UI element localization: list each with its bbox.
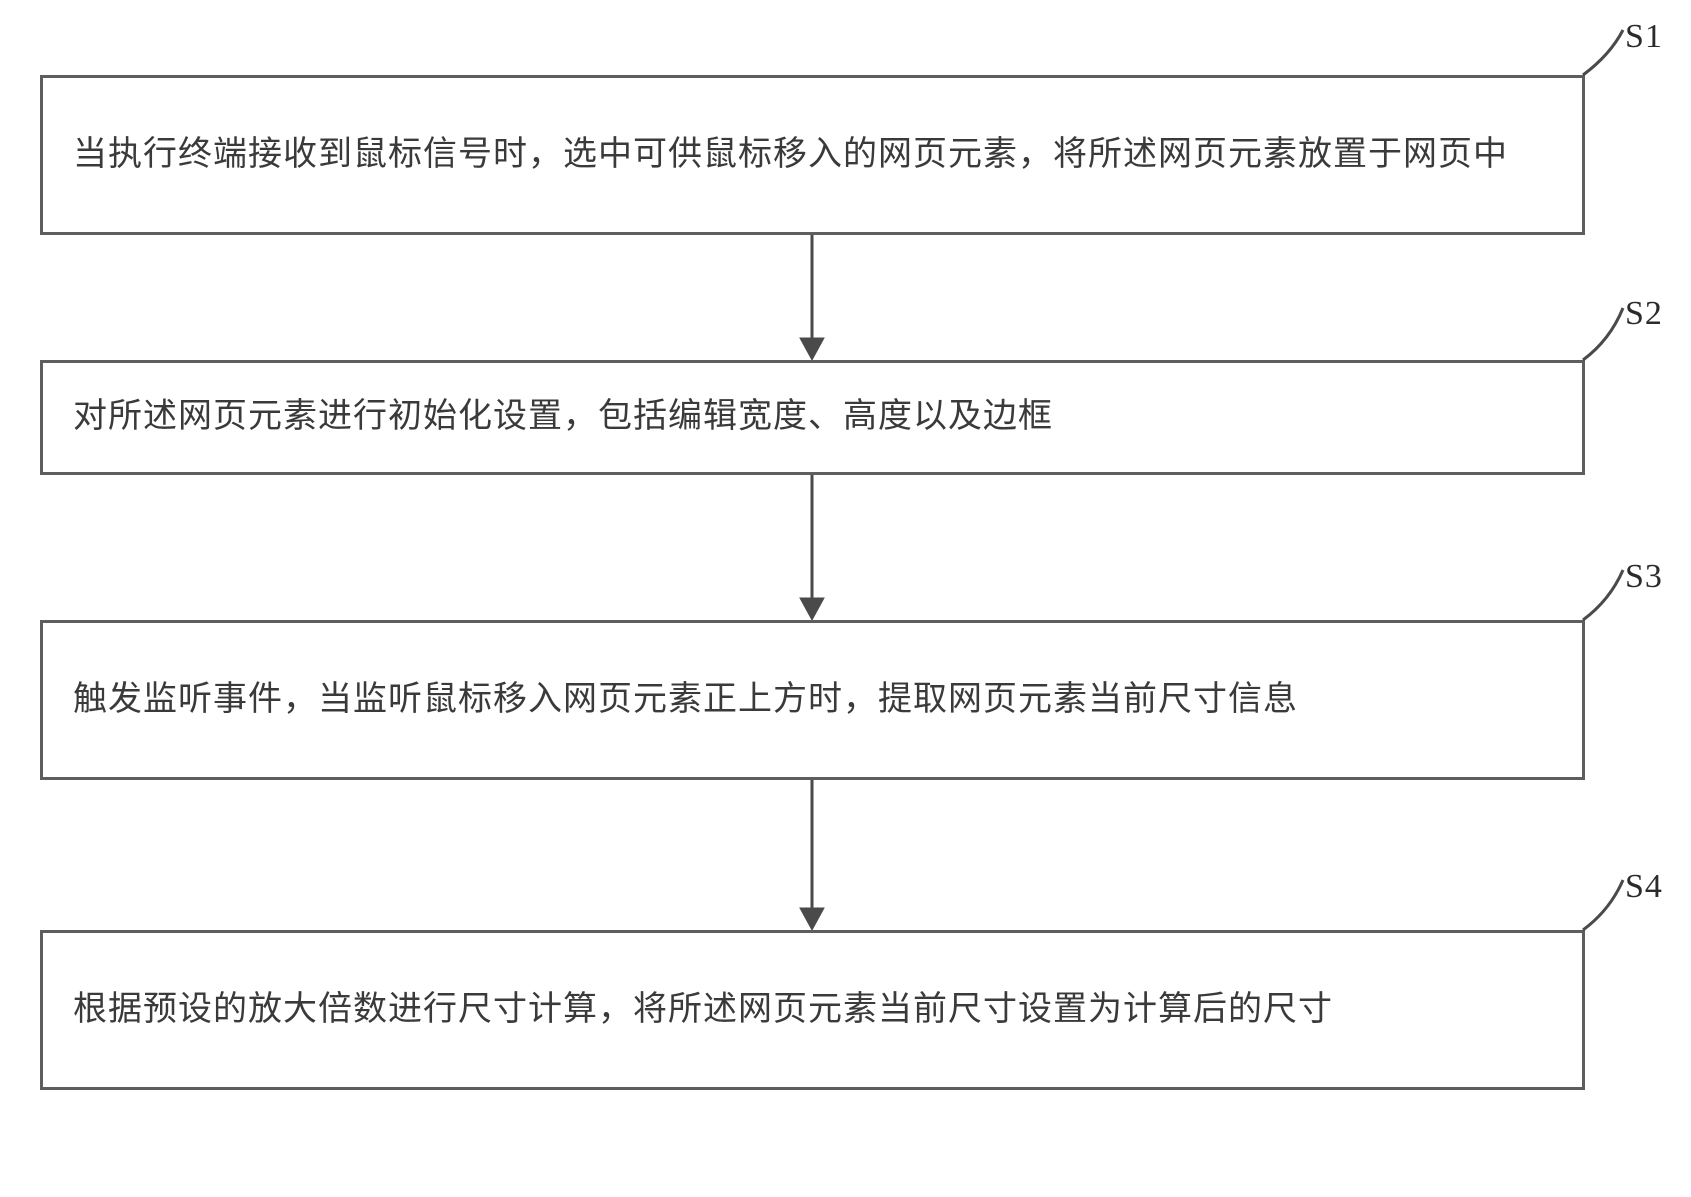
step-label-s4: S4 (1625, 868, 1663, 906)
flowchart-canvas: 当执行终端接收到鼠标信号时，选中可供鼠标移入的网页元素，将所述网页元素放置于网页… (0, 0, 1691, 1197)
step-text-s1: 当执行终端接收到鼠标信号时，选中可供鼠标移入的网页元素，将所述网页元素放置于网页… (73, 129, 1508, 182)
step-label-s2: S2 (1625, 295, 1663, 333)
step-box-s1: 当执行终端接收到鼠标信号时，选中可供鼠标移入的网页元素，将所述网页元素放置于网页… (40, 75, 1585, 235)
step-label-s1: S1 (1625, 18, 1663, 56)
step-text-s3: 触发监听事件，当监听鼠标移入网页元素正上方时，提取网页元素当前尺寸信息 (73, 674, 1298, 727)
step-label-s3: S3 (1625, 558, 1663, 596)
step-text-s2: 对所述网页元素进行初始化设置，包括编辑宽度、高度以及边框 (73, 391, 1053, 444)
step-text-s4: 根据预设的放大倍数进行尺寸计算，将所述网页元素当前尺寸设置为计算后的尺寸 (73, 984, 1333, 1037)
step-box-s4: 根据预设的放大倍数进行尺寸计算，将所述网页元素当前尺寸设置为计算后的尺寸 (40, 930, 1585, 1090)
step-box-s2: 对所述网页元素进行初始化设置，包括编辑宽度、高度以及边框 (40, 360, 1585, 475)
step-box-s3: 触发监听事件，当监听鼠标移入网页元素正上方时，提取网页元素当前尺寸信息 (40, 620, 1585, 780)
leader-s4 (0, 0, 1691, 1)
